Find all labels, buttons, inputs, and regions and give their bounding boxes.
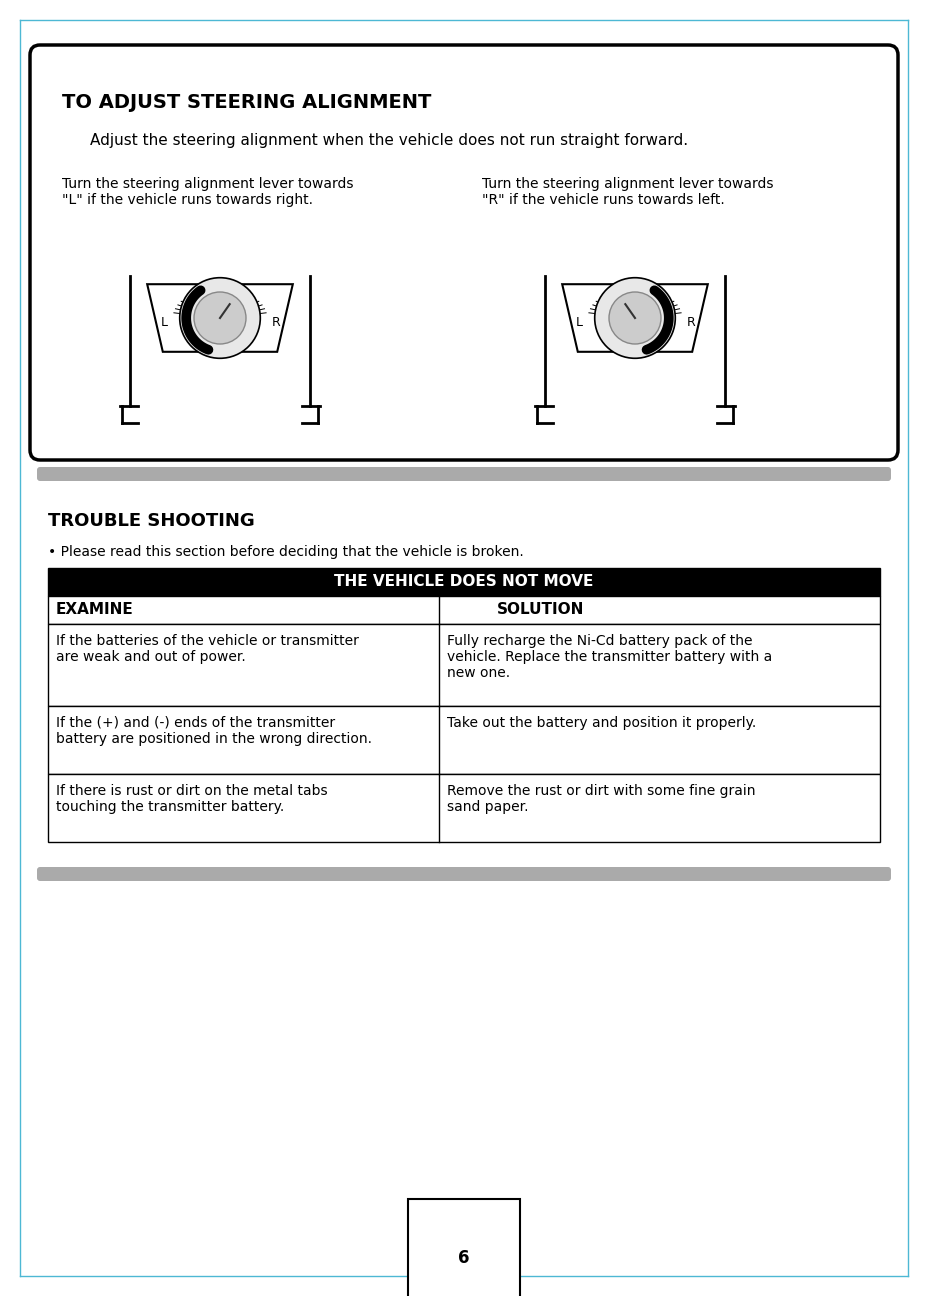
Text: EXAMINE: EXAMINE <box>56 603 133 617</box>
FancyBboxPatch shape <box>37 467 890 481</box>
Text: • Please read this section before deciding that the vehicle is broken.: • Please read this section before decidi… <box>48 546 523 559</box>
Text: If the (+) and (-) ends of the transmitter
battery are positioned in the wrong d: If the (+) and (-) ends of the transmitt… <box>56 715 372 746</box>
Text: THE VEHICLE DOES NOT MOVE: THE VEHICLE DOES NOT MOVE <box>334 574 593 590</box>
Polygon shape <box>562 284 707 351</box>
Text: Take out the battery and position it properly.: Take out the battery and position it pro… <box>447 715 756 730</box>
Text: If the batteries of the vehicle or transmitter
are weak and out of power.: If the batteries of the vehicle or trans… <box>56 634 359 665</box>
Circle shape <box>194 292 246 343</box>
FancyBboxPatch shape <box>30 45 897 460</box>
Text: Turn the steering alignment lever towards
"L" if the vehicle runs towards right.: Turn the steering alignment lever toward… <box>62 178 353 207</box>
Text: R: R <box>272 316 280 329</box>
Bar <box>48 774 879 842</box>
FancyBboxPatch shape <box>37 867 890 881</box>
Text: Turn the steering alignment lever towards
"R" if the vehicle runs towards left.: Turn the steering alignment lever toward… <box>481 178 773 207</box>
Text: 6: 6 <box>458 1249 469 1267</box>
Text: L: L <box>575 316 582 329</box>
Circle shape <box>180 277 260 358</box>
Bar <box>48 596 879 623</box>
Text: Adjust the steering alignment when the vehicle does not run straight forward.: Adjust the steering alignment when the v… <box>90 133 688 148</box>
Bar <box>48 623 879 706</box>
Text: TO ADJUST STEERING ALIGNMENT: TO ADJUST STEERING ALIGNMENT <box>62 93 431 111</box>
Polygon shape <box>147 284 293 351</box>
Text: TROUBLE SHOOTING: TROUBLE SHOOTING <box>48 512 255 530</box>
Circle shape <box>594 277 675 358</box>
Bar <box>48 568 879 596</box>
Text: Remove the rust or dirt with some fine grain
sand paper.: Remove the rust or dirt with some fine g… <box>447 784 755 814</box>
Text: R: R <box>686 316 694 329</box>
Text: Fully recharge the Ni-Cd battery pack of the
vehicle. Replace the transmitter ba: Fully recharge the Ni-Cd battery pack of… <box>447 634 771 680</box>
Bar <box>48 706 879 774</box>
Circle shape <box>608 292 660 343</box>
Text: If there is rust or dirt on the metal tabs
touching the transmitter battery.: If there is rust or dirt on the metal ta… <box>56 784 327 814</box>
Text: SOLUTION: SOLUTION <box>497 603 584 617</box>
Text: L: L <box>160 316 168 329</box>
